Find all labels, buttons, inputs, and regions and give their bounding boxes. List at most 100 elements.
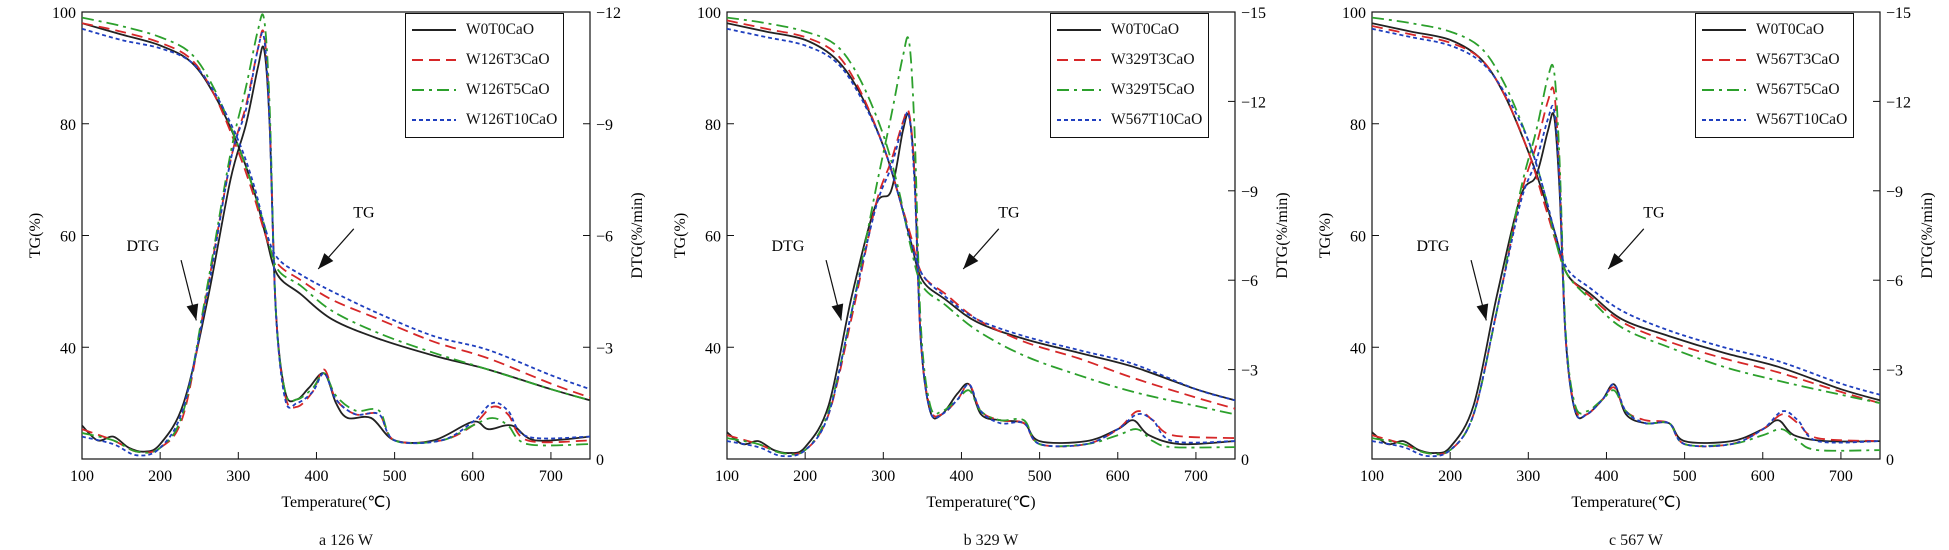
dtg-series-line-3 — [727, 111, 1235, 458]
legend: W0T0CaO W567T3CaO W567T5CaO W567T10CaO — [1695, 13, 1855, 138]
y2-tick-label: −12 — [1241, 94, 1266, 111]
x-tick-label: 300 — [226, 468, 250, 485]
annotation-label-1: TG — [353, 205, 375, 222]
annotation-arrowhead — [186, 303, 199, 321]
tg-series-line-3 — [82, 27, 590, 391]
dtg-series-line-1 — [727, 108, 1235, 456]
x-tick-label: 600 — [1751, 468, 1775, 485]
legend: W0T0CaO W126T3CaO W126T5CaO W126T10CaO — [405, 13, 565, 138]
x-tick-label: 200 — [1438, 468, 1462, 485]
legend-entry: W329T3CaO — [1057, 45, 1202, 75]
annotation-arrowhead — [831, 303, 844, 321]
dtg-series-line-3 — [1372, 105, 1880, 458]
dtg-series-line-0 — [1372, 112, 1880, 454]
legend-swatch — [412, 85, 456, 95]
legend-swatch — [412, 25, 456, 35]
x-tick-label: 100 — [1360, 468, 1384, 485]
x-axis-label: Temperature(℃) — [281, 494, 390, 511]
y-tick-label: 40 — [60, 340, 76, 357]
y-tick-label: 60 — [1350, 229, 1366, 246]
x-tick-label: 100 — [70, 468, 94, 485]
legend-label: W126T3CaO — [466, 51, 550, 68]
y2-tick-label: −12 — [1886, 94, 1911, 111]
legend-label: W0T0CaO — [1756, 21, 1825, 38]
legend-entry: W567T10CaO — [1057, 105, 1202, 135]
x-tick-label: 400 — [304, 468, 328, 485]
series-group — [727, 16, 1235, 458]
x-tick-label: 400 — [949, 468, 973, 485]
legend-entry: W126T5CaO — [412, 75, 557, 105]
y2-tick-label: 0 — [596, 452, 604, 469]
tg-series-line-0 — [727, 22, 1235, 402]
legend-entry: W0T0CaO — [1057, 15, 1202, 45]
x-tick-label: 600 — [461, 468, 485, 485]
legend-swatch — [1057, 25, 1101, 35]
legend-entry: W329T5CaO — [1057, 75, 1202, 105]
y2-tick-label: −9 — [1241, 184, 1258, 201]
chart-panel-1: 100 200 300 400 500 600 700 40 60 80 100 0 −3 −6 −9 −12… — [672, 5, 1290, 511]
legend-swatch — [1702, 85, 1746, 95]
annotation-label-0: DTG — [127, 238, 160, 255]
tg-series-line-3 — [727, 27, 1235, 402]
chart-panel-0: 100 200 300 400 500 600 700 40 60 80 100 0 −3 −6 −9 −12… — [27, 5, 645, 511]
x-tick-label: 100 — [715, 468, 739, 485]
y2-tick-label: −15 — [1886, 5, 1911, 22]
y-tick-label: 100 — [697, 5, 721, 22]
x-tick-label: 200 — [793, 468, 817, 485]
x-tick-label: 500 — [1673, 468, 1697, 485]
dtg-series-line-2 — [1372, 63, 1880, 456]
y-axis-label: TG(%) — [672, 213, 689, 258]
legend-swatch — [412, 55, 456, 65]
tg-series-line-2 — [1372, 16, 1880, 404]
y-tick-label: 60 — [60, 229, 76, 246]
annotation-arrowhead — [1476, 303, 1489, 321]
x-tick-label: 400 — [1594, 468, 1618, 485]
legend-entry: W567T5CaO — [1702, 75, 1847, 105]
legend-label: W567T3CaO — [1756, 51, 1840, 68]
series-group — [82, 13, 590, 457]
x-tick-label: 600 — [1106, 468, 1130, 485]
tg-series-line-1 — [727, 19, 1235, 410]
tg-series-line-2 — [727, 16, 1235, 416]
legend-swatch — [412, 115, 456, 125]
y-axis-label: TG(%) — [1317, 213, 1334, 258]
y-tick-label: 100 — [1342, 5, 1366, 22]
x-tick-label: 300 — [871, 468, 895, 485]
x-tick-label: 200 — [148, 468, 172, 485]
legend-swatch — [1702, 115, 1746, 125]
y2-tick-label: −6 — [1886, 273, 1903, 290]
tg-series-line-3 — [1372, 27, 1880, 396]
x-tick-label: 700 — [539, 468, 563, 485]
y-tick-label: 40 — [705, 340, 721, 357]
legend-entry: W126T3CaO — [412, 45, 557, 75]
x-tick-label: 700 — [1184, 468, 1208, 485]
y-tick-label: 80 — [1350, 117, 1366, 134]
y-tick-label: 100 — [52, 5, 76, 22]
x-axis-label: Temperature(℃) — [926, 494, 1035, 511]
legend-swatch — [1057, 115, 1101, 125]
y2-tick-label: 0 — [1886, 452, 1894, 469]
legend-label: W0T0CaO — [1111, 21, 1180, 38]
legend-label: W567T10CaO — [1111, 111, 1203, 128]
y2-axis-label: DTG(%/min) — [1274, 192, 1290, 278]
y2-tick-label: −6 — [596, 229, 613, 246]
legend-entry: W0T0CaO — [412, 15, 557, 45]
annotation-arrowhead — [318, 253, 334, 270]
annotation-label-1: TG — [1643, 205, 1665, 222]
legend-swatch — [1057, 55, 1101, 65]
legend-label: W329T3CaO — [1111, 51, 1195, 68]
y2-tick-label: −9 — [596, 117, 613, 134]
legend-entry: W126T10CaO — [412, 105, 557, 135]
y2-tick-label: −9 — [1886, 184, 1903, 201]
legend-label: W329T5CaO — [1111, 81, 1195, 98]
dtg-series-line-2 — [82, 13, 590, 454]
legend-label: W126T5CaO — [466, 81, 550, 98]
annotation-arrowhead — [963, 253, 979, 270]
y2-tick-label: −3 — [596, 340, 613, 357]
x-tick-label: 500 — [1028, 468, 1052, 485]
annotation-label-1: TG — [998, 205, 1020, 222]
y2-tick-label: −3 — [1886, 363, 1903, 380]
x-tick-label: 700 — [1829, 468, 1853, 485]
dtg-series-line-3 — [82, 32, 590, 457]
